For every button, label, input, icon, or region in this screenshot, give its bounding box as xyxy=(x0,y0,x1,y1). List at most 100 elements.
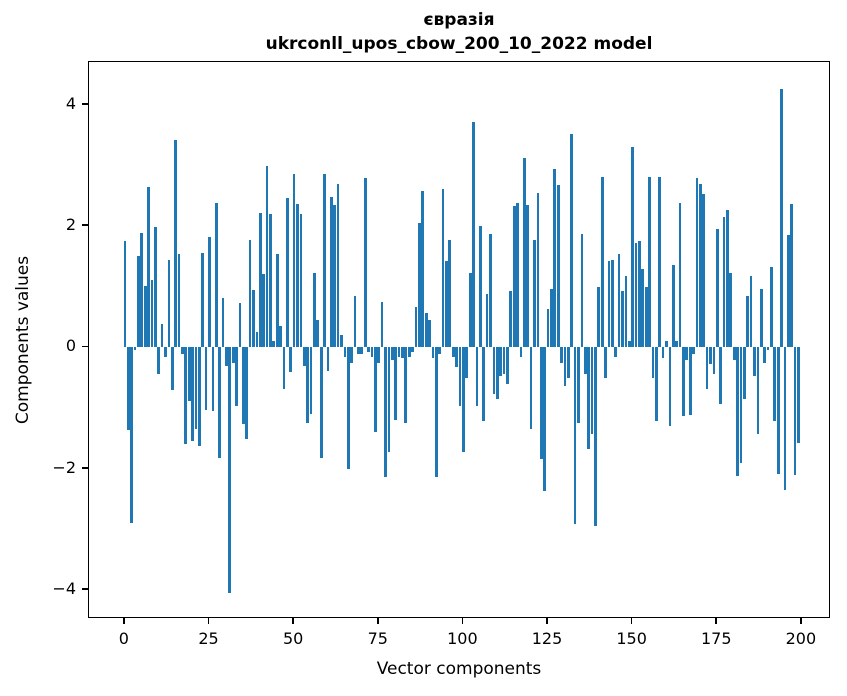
bar xyxy=(462,347,465,453)
bar xyxy=(644,287,648,348)
bar xyxy=(289,347,293,373)
bar xyxy=(360,347,364,354)
bar xyxy=(316,320,320,348)
bar xyxy=(665,341,668,348)
bar xyxy=(516,202,519,348)
bar xyxy=(238,303,242,348)
bar xyxy=(719,347,722,405)
bar xyxy=(522,158,526,348)
bar xyxy=(472,122,475,348)
bar xyxy=(279,326,282,348)
bar xyxy=(793,347,797,475)
bar xyxy=(583,347,587,375)
bar xyxy=(773,347,777,421)
bar xyxy=(177,253,181,348)
bar xyxy=(475,347,479,406)
bar xyxy=(621,291,624,348)
bar xyxy=(560,347,563,363)
bar xyxy=(675,341,678,348)
bar xyxy=(736,347,739,476)
x-tick-mark xyxy=(292,618,294,624)
bar xyxy=(722,217,726,348)
bar xyxy=(191,347,194,442)
x-tick-mark xyxy=(546,618,548,624)
bar xyxy=(242,347,245,425)
bar xyxy=(668,347,672,426)
bar xyxy=(275,254,279,348)
bar xyxy=(377,347,381,363)
bar xyxy=(478,226,482,348)
bar xyxy=(258,212,262,348)
chart-title: євразія ukrconll_upos_cbow_200_10_2022 m… xyxy=(88,9,830,56)
bar xyxy=(336,184,340,348)
bar xyxy=(577,347,580,423)
bar xyxy=(570,133,574,348)
bar xyxy=(739,347,743,463)
x-tick-label: 50 xyxy=(282,629,304,648)
bar xyxy=(563,347,567,386)
bar xyxy=(631,147,634,348)
bar xyxy=(414,307,418,348)
bar xyxy=(536,192,540,348)
bar xyxy=(600,177,604,348)
bar xyxy=(512,206,516,348)
bar xyxy=(323,174,326,348)
bar xyxy=(434,347,438,477)
bar xyxy=(157,347,161,375)
bar xyxy=(685,347,689,360)
bar xyxy=(184,347,188,445)
bar xyxy=(702,193,706,348)
bar xyxy=(495,347,499,399)
bar xyxy=(458,347,462,406)
bar xyxy=(651,347,655,378)
bar xyxy=(431,347,435,358)
bar xyxy=(330,197,333,348)
bar xyxy=(350,347,354,363)
bar xyxy=(292,173,296,348)
bar xyxy=(692,347,695,354)
y-tick-mark xyxy=(82,345,88,348)
bar xyxy=(529,347,533,430)
chart-title-line2: ukrconll_upos_cbow_200_10_2022 model xyxy=(265,33,653,54)
bar xyxy=(509,291,513,348)
bar xyxy=(404,347,408,423)
bar xyxy=(698,183,702,348)
x-tick-mark xyxy=(207,618,210,624)
bar xyxy=(468,272,472,348)
bar xyxy=(164,347,167,357)
bar xyxy=(732,347,736,360)
bar xyxy=(418,223,421,348)
bar xyxy=(594,347,597,526)
bar xyxy=(607,260,611,348)
bar xyxy=(766,347,770,351)
bar xyxy=(539,347,543,459)
bar xyxy=(424,312,428,348)
bar xyxy=(363,177,367,348)
bar xyxy=(401,347,404,358)
bar xyxy=(411,347,414,353)
bar xyxy=(566,347,570,379)
x-tick-label: 125 xyxy=(531,629,563,648)
bar xyxy=(211,347,215,412)
bar xyxy=(580,233,584,348)
bar xyxy=(147,187,150,348)
bar xyxy=(235,347,238,406)
bar xyxy=(661,347,665,358)
bar xyxy=(269,213,272,348)
y-tick-mark xyxy=(82,588,88,590)
bar xyxy=(140,232,144,348)
bar xyxy=(597,287,601,348)
bar xyxy=(407,347,411,357)
bar xyxy=(448,239,452,348)
bar xyxy=(252,289,255,348)
bar xyxy=(546,309,550,348)
x-tick-label: 175 xyxy=(700,629,732,648)
bar xyxy=(286,197,289,348)
bar xyxy=(343,347,347,357)
bar xyxy=(519,347,523,357)
bar xyxy=(489,233,492,348)
bar xyxy=(390,347,394,360)
bar xyxy=(550,289,553,348)
bar xyxy=(783,347,787,490)
